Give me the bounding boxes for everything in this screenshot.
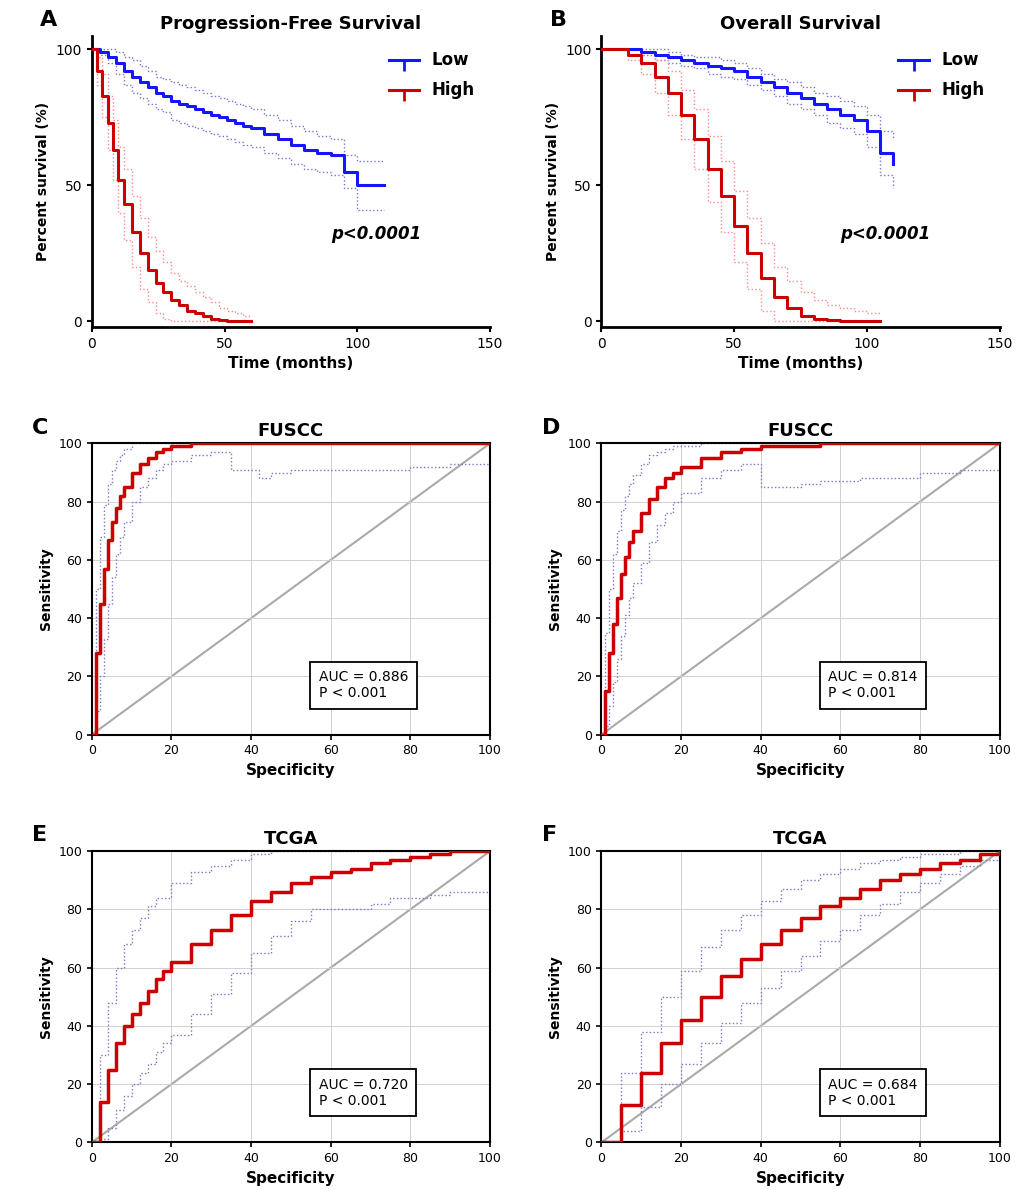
Y-axis label: Percent survival (%): Percent survival (%): [545, 102, 559, 261]
Text: E: E: [32, 826, 47, 845]
Y-axis label: Sensitivity: Sensitivity: [548, 956, 561, 1038]
Title: Progression-Free Survival: Progression-Free Survival: [160, 14, 421, 33]
Title: TCGA: TCGA: [264, 831, 318, 848]
X-axis label: Specificity: Specificity: [246, 763, 335, 778]
Y-axis label: Sensitivity: Sensitivity: [39, 956, 53, 1038]
Text: D: D: [541, 418, 559, 438]
Text: F: F: [541, 826, 556, 845]
X-axis label: Specificity: Specificity: [755, 763, 845, 778]
X-axis label: Specificity: Specificity: [246, 1171, 335, 1185]
Text: AUC = 0.720
P < 0.001: AUC = 0.720 P < 0.001: [318, 1078, 408, 1108]
Text: AUC = 0.886
P < 0.001: AUC = 0.886 P < 0.001: [318, 670, 408, 700]
Text: AUC = 0.814
P < 0.001: AUC = 0.814 P < 0.001: [827, 670, 917, 700]
Text: AUC = 0.684
P < 0.001: AUC = 0.684 P < 0.001: [827, 1078, 917, 1108]
Text: p<0.0001: p<0.0001: [330, 225, 421, 243]
Title: Overall Survival: Overall Survival: [719, 14, 880, 33]
Legend: Low, High: Low, High: [890, 43, 991, 107]
Legend: Low, High: Low, High: [381, 43, 482, 107]
Y-axis label: Sensitivity: Sensitivity: [39, 547, 53, 631]
X-axis label: Time (months): Time (months): [228, 356, 354, 371]
X-axis label: Time (months): Time (months): [737, 356, 862, 371]
Text: B: B: [549, 10, 567, 30]
Text: p<0.0001: p<0.0001: [840, 225, 929, 243]
Title: FUSCC: FUSCC: [766, 422, 833, 440]
X-axis label: Specificity: Specificity: [755, 1171, 845, 1185]
Text: A: A: [40, 10, 57, 30]
Text: C: C: [32, 418, 49, 438]
Y-axis label: Sensitivity: Sensitivity: [548, 547, 561, 631]
Title: FUSCC: FUSCC: [258, 422, 324, 440]
Y-axis label: Percent survival (%): Percent survival (%): [36, 102, 50, 261]
Title: TCGA: TCGA: [772, 831, 826, 848]
